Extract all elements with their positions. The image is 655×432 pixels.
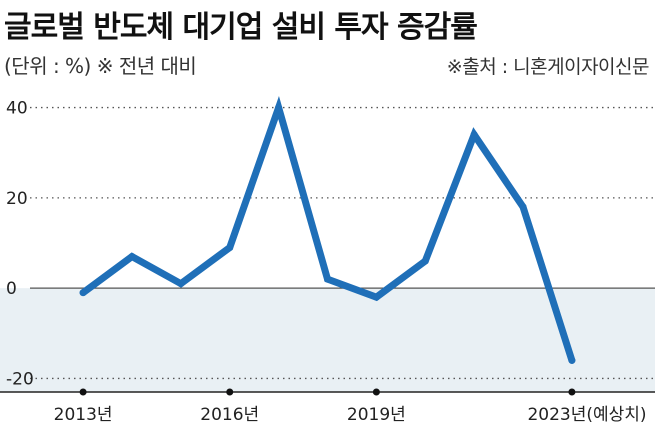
y-axis-ticks: 40 20 0 -20 <box>6 99 34 390</box>
data-point <box>421 257 429 265</box>
data-point <box>372 293 380 301</box>
chart-subtitle: (단위 : %) ※ 전년 대비 <box>4 54 197 78</box>
x-tick-label: 2019년 <box>347 405 406 425</box>
x-tick-marker <box>79 388 87 396</box>
data-point <box>79 289 87 297</box>
x-tick-label: 2013년 <box>54 405 113 425</box>
x-tick-label: 2023년(예상치) <box>527 405 646 425</box>
chart-title: 글로벌 반도체 대기업 설비 투자 증감률 <box>4 10 478 45</box>
y-tick-label: 40 <box>6 99 28 119</box>
x-tick-marker <box>372 388 380 396</box>
x-tick-marker <box>226 388 234 396</box>
y-tick-label: 0 <box>6 279 17 299</box>
data-point <box>128 253 136 261</box>
data-point <box>519 203 527 211</box>
x-tick-marker <box>568 388 576 396</box>
series-points <box>79 104 576 364</box>
data-point <box>324 275 331 283</box>
negative-region-band <box>0 288 655 392</box>
x-axis-ticks: 2013년 2016년 2019년 2023년(예상치) <box>54 388 647 425</box>
chart-source: ※출처 : 니혼게이자이신문 <box>446 56 650 78</box>
data-point <box>568 356 576 364</box>
data-point <box>470 131 478 139</box>
data-point <box>226 244 234 252</box>
y-tick-label: -20 <box>6 369 34 389</box>
x-tick-label: 2016년 <box>200 405 259 425</box>
data-point <box>177 280 185 288</box>
data-point <box>275 104 283 112</box>
y-tick-label: 20 <box>6 189 28 209</box>
